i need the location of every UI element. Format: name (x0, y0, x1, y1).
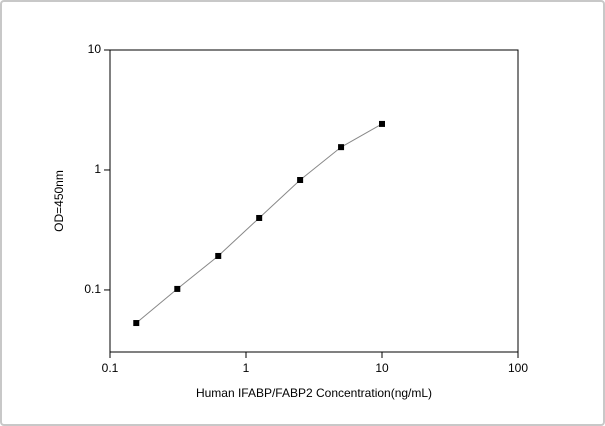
data-point (297, 177, 304, 184)
y-axis-label: OD=450nm (52, 170, 66, 232)
data-point (133, 320, 140, 327)
x-axis-label: Human IFABP/FABP2 Concentration(ng/mL) (196, 386, 432, 400)
plot-frame (109, 49, 519, 353)
data-point (338, 144, 345, 151)
series-line (135, 123, 383, 324)
data-point (215, 252, 222, 259)
x-tick-label: 1 (243, 361, 250, 375)
y-tick-label: 1 (94, 162, 101, 176)
x-tick-label: 0.1 (102, 361, 119, 375)
data-point (379, 120, 385, 127)
data-point (174, 285, 181, 292)
x-tick-label: 10 (375, 361, 389, 375)
y-tick-label: 0.1 (84, 282, 101, 296)
data-point (256, 214, 263, 221)
y-tick-label: 10 (88, 42, 102, 56)
x-tick-label: 100 (508, 361, 528, 375)
